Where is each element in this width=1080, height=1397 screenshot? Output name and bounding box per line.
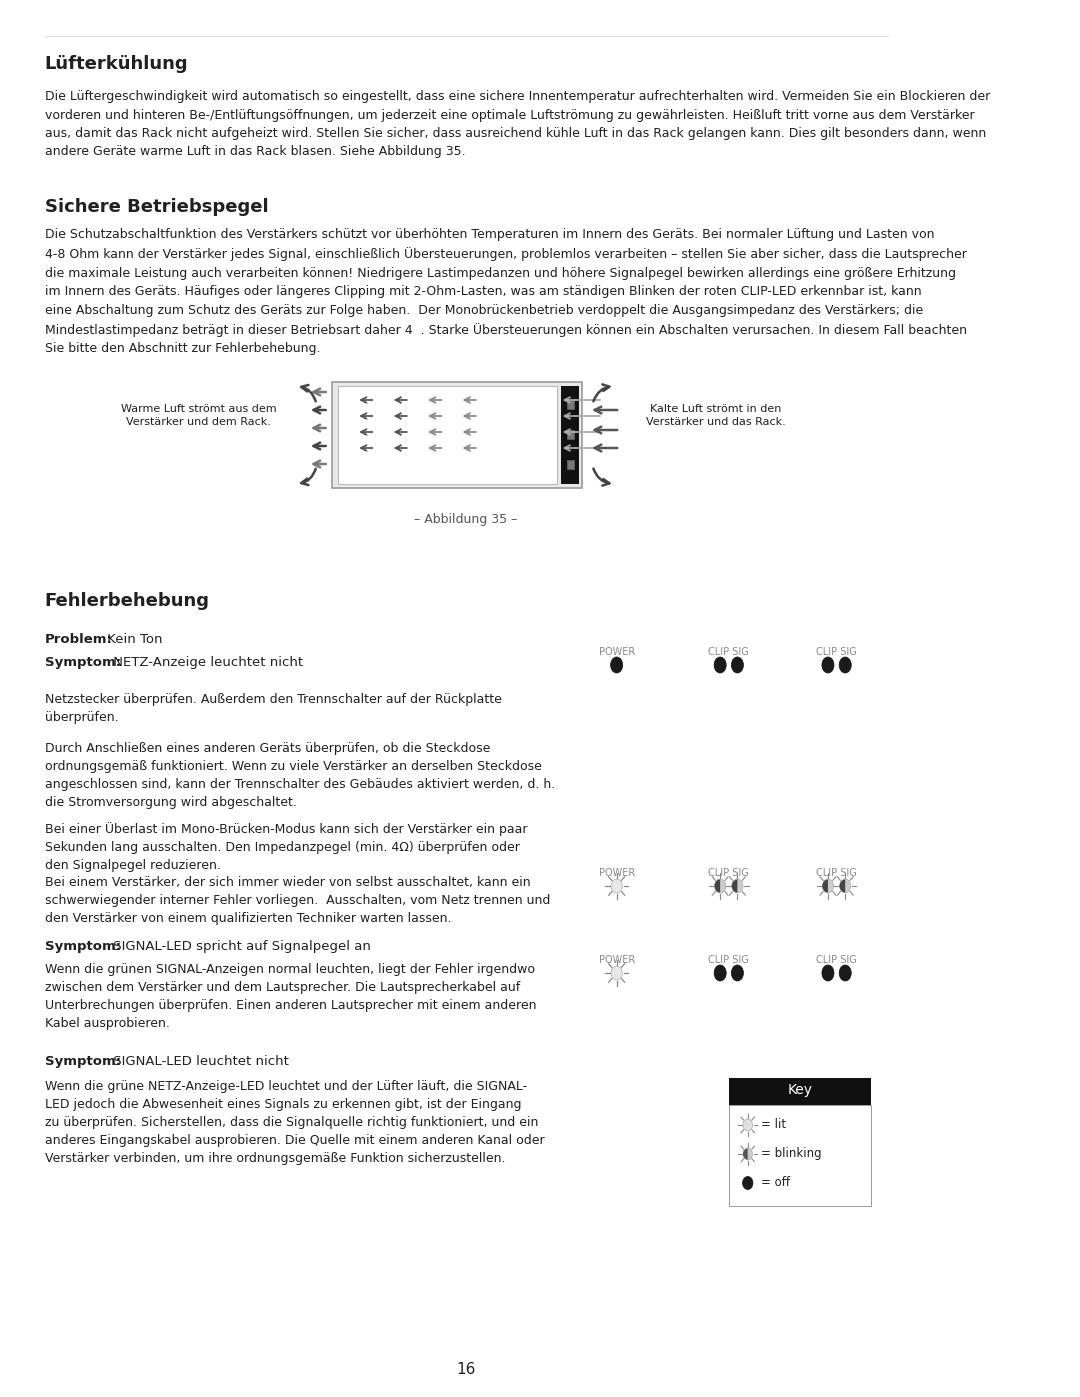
Text: Wenn die grüne NETZ-Anzeige-LED leuchtet und der Lüfter läuft, die SIGNAL-
LED j: Wenn die grüne NETZ-Anzeige-LED leuchtet… <box>45 1080 544 1165</box>
Text: Die Lüftergeschwindigkeit wird automatisch so eingestellt, dass eine sichere Inn: Die Lüftergeschwindigkeit wird automatis… <box>45 89 990 158</box>
Text: SIGNAL-LED spricht auf Signalpegel an: SIGNAL-LED spricht auf Signalpegel an <box>109 940 370 953</box>
Text: CLIP SIG: CLIP SIG <box>708 868 750 877</box>
Wedge shape <box>732 880 738 893</box>
Text: = lit: = lit <box>760 1118 786 1132</box>
Text: Symptom:: Symptom: <box>45 657 121 669</box>
Text: 16: 16 <box>456 1362 475 1377</box>
Wedge shape <box>715 880 720 893</box>
Ellipse shape <box>839 965 851 981</box>
Bar <box>338 386 557 483</box>
Ellipse shape <box>715 879 726 893</box>
Ellipse shape <box>731 965 743 981</box>
Wedge shape <box>822 880 828 893</box>
Text: CLIP SIG: CLIP SIG <box>708 647 750 657</box>
Ellipse shape <box>732 879 743 893</box>
Bar <box>567 400 575 409</box>
Ellipse shape <box>610 657 623 673</box>
Text: NETZ-Anzeige leuchtet nicht: NETZ-Anzeige leuchtet nicht <box>109 657 302 669</box>
Text: Symptom:: Symptom: <box>45 940 121 953</box>
Wedge shape <box>839 880 846 893</box>
Text: Sichere Betriebspegel: Sichere Betriebspegel <box>45 198 269 217</box>
Ellipse shape <box>611 965 622 981</box>
Ellipse shape <box>611 879 622 893</box>
Text: = blinking: = blinking <box>760 1147 821 1160</box>
Text: Kein Ton: Kein Ton <box>103 633 162 645</box>
Ellipse shape <box>839 879 851 893</box>
Bar <box>729 1105 872 1206</box>
Text: Bei einem Verstärker, der sich immer wieder von selbst ausschaltet, kann ein
sch: Bei einem Verstärker, der sich immer wie… <box>45 876 550 925</box>
Bar <box>567 430 575 439</box>
Bar <box>567 460 575 469</box>
Text: Symptom:: Symptom: <box>45 1055 121 1067</box>
Text: Key: Key <box>787 1083 812 1097</box>
Text: Wenn die grünen SIGNAL-Anzeigen normal leuchten, liegt der Fehler irgendwo
zwisc: Wenn die grünen SIGNAL-Anzeigen normal l… <box>45 963 537 1030</box>
Ellipse shape <box>743 1176 753 1189</box>
Ellipse shape <box>743 1148 753 1160</box>
Text: POWER: POWER <box>598 956 635 965</box>
Text: = off: = off <box>760 1176 789 1189</box>
Text: POWER: POWER <box>598 647 635 657</box>
Text: CLIP SIG: CLIP SIG <box>816 868 856 877</box>
Text: Warme Luft strömt aus dem
Verstärker und dem Rack.: Warme Luft strömt aus dem Verstärker und… <box>121 404 276 427</box>
Ellipse shape <box>822 657 834 673</box>
Text: CLIP SIG: CLIP SIG <box>816 647 856 657</box>
Bar <box>729 1078 872 1105</box>
Text: Bei einer Überlast im Mono-Brücken-Modus kann sich der Verstärker ein paar
Sekun: Bei einer Überlast im Mono-Brücken-Modus… <box>45 821 527 872</box>
Text: CLIP SIG: CLIP SIG <box>816 956 856 965</box>
Ellipse shape <box>731 657 743 673</box>
Text: CLIP SIG: CLIP SIG <box>708 956 750 965</box>
Text: SIGNAL-LED leuchtet nicht: SIGNAL-LED leuchtet nicht <box>109 1055 288 1067</box>
Text: Die Schutzabschaltfunktion des Verstärkers schützt vor überhöhten Temperaturen i: Die Schutzabschaltfunktion des Verstärke… <box>45 228 967 355</box>
Text: Lüfterkühlung: Lüfterkühlung <box>45 54 189 73</box>
Ellipse shape <box>714 965 726 981</box>
Text: Kalte Luft strömt in den
Verstärker und das Rack.: Kalte Luft strömt in den Verstärker und … <box>646 404 786 427</box>
Wedge shape <box>743 1148 747 1160</box>
Text: Fehlerbehebung: Fehlerbehebung <box>45 592 210 610</box>
Text: Problem:: Problem: <box>45 633 112 645</box>
Bar <box>338 386 557 483</box>
Text: – Abbildung 35 –: – Abbildung 35 – <box>414 513 517 527</box>
Text: Durch Anschließen eines anderen Geräts überprüfen, ob die Steckdose
ordnungsgemä: Durch Anschließen eines anderen Geräts ü… <box>45 742 555 809</box>
Ellipse shape <box>822 879 834 893</box>
Bar <box>562 386 579 483</box>
Ellipse shape <box>714 657 726 673</box>
Text: Netzstecker überprüfen. Außerdem den Trennschalter auf der Rückplatte
überprüfen: Netzstecker überprüfen. Außerdem den Tre… <box>45 693 502 724</box>
Bar <box>332 381 582 488</box>
Text: POWER: POWER <box>598 868 635 877</box>
Ellipse shape <box>839 657 851 673</box>
Ellipse shape <box>743 1119 753 1132</box>
Ellipse shape <box>822 965 834 981</box>
